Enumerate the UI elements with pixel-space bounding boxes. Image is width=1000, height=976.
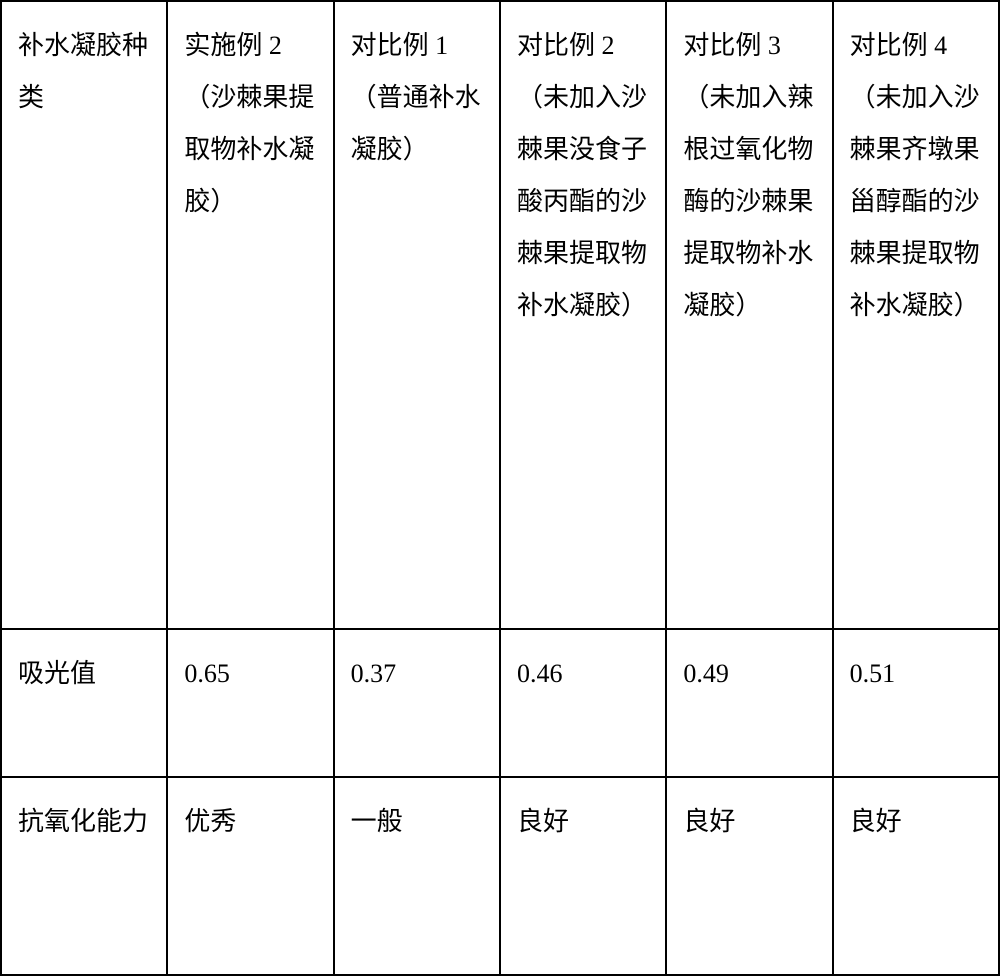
antioxidant-rating-cell: 良好 — [666, 777, 832, 975]
table-absorbance-row: 吸光值 0.65 0.37 0.46 0.49 0.51 — [1, 629, 999, 777]
header-cell-comparison4: 对比例 4（未加入沙棘果齐墩果甾醇酯的沙棘果提取物补水凝胶） — [833, 1, 999, 629]
header-cell-example2: 实施例 2（沙棘果提取物补水凝胶） — [167, 1, 333, 629]
table-header-row: 补水凝胶种类 实施例 2（沙棘果提取物补水凝胶） 对比例 1（普通补水凝胶） 对… — [1, 1, 999, 629]
header-cell-comparison3: 对比例 3（未加入辣根过氧化物酶的沙棘果提取物补水凝胶） — [666, 1, 832, 629]
header-cell-category: 补水凝胶种类 — [1, 1, 167, 629]
absorbance-value-cell: 0.46 — [500, 629, 666, 777]
table-antioxidant-row: 抗氧化能力 优秀 一般 良好 良好 良好 — [1, 777, 999, 975]
comparison-table: 补水凝胶种类 实施例 2（沙棘果提取物补水凝胶） 对比例 1（普通补水凝胶） 对… — [0, 0, 1000, 976]
header-cell-comparison2: 对比例 2（未加入沙棘果没食子酸丙酯的沙棘果提取物补水凝胶） — [500, 1, 666, 629]
absorbance-value-cell: 0.65 — [167, 629, 333, 777]
antioxidant-rating-cell: 良好 — [500, 777, 666, 975]
absorbance-value-cell: 0.37 — [334, 629, 500, 777]
antioxidant-rating-cell: 良好 — [833, 777, 999, 975]
header-cell-comparison1: 对比例 1（普通补水凝胶） — [334, 1, 500, 629]
absorbance-value-cell: 0.49 — [666, 629, 832, 777]
absorbance-label-cell: 吸光值 — [1, 629, 167, 777]
antioxidant-rating-cell: 一般 — [334, 777, 500, 975]
antioxidant-label-cell: 抗氧化能力 — [1, 777, 167, 975]
comparison-table-container: 补水凝胶种类 实施例 2（沙棘果提取物补水凝胶） 对比例 1（普通补水凝胶） 对… — [0, 0, 1000, 918]
absorbance-value-cell: 0.51 — [833, 629, 999, 777]
antioxidant-rating-cell: 优秀 — [167, 777, 333, 975]
